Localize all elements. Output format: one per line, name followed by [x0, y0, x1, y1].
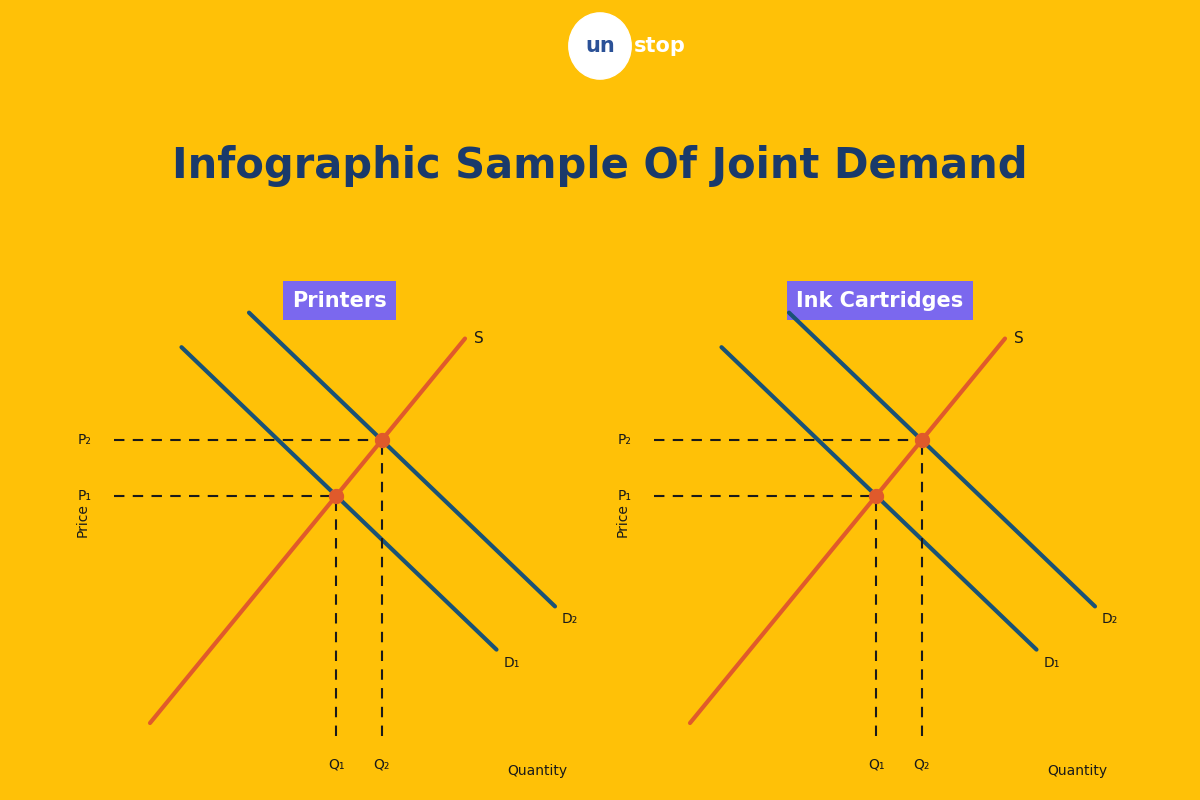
Text: D₂: D₂: [1102, 612, 1118, 626]
Text: Q₂: Q₂: [373, 758, 390, 771]
Text: D₁: D₁: [503, 655, 520, 670]
Text: Infographic Sample Of Joint Demand: Infographic Sample Of Joint Demand: [172, 146, 1028, 187]
Text: S: S: [1014, 331, 1024, 346]
Text: P₂: P₂: [618, 433, 631, 447]
Text: P₂: P₂: [78, 433, 91, 447]
Text: P₁: P₁: [78, 489, 91, 502]
Text: Q₂: Q₂: [913, 758, 930, 771]
Text: Printers: Printers: [293, 291, 386, 311]
Text: D₂: D₂: [562, 612, 578, 626]
Text: Quantity: Quantity: [1046, 764, 1108, 778]
Text: Quantity: Quantity: [506, 764, 568, 778]
Text: Price: Price: [616, 503, 630, 537]
Ellipse shape: [569, 13, 631, 79]
Text: stop: stop: [634, 36, 686, 56]
Text: D₁: D₁: [1043, 655, 1060, 670]
Text: Q₁: Q₁: [868, 758, 884, 771]
Text: Price: Price: [76, 503, 90, 537]
Text: un: un: [586, 36, 614, 56]
Text: P₁: P₁: [618, 489, 631, 502]
Text: Q₁: Q₁: [328, 758, 344, 771]
Text: Ink Cartridges: Ink Cartridges: [796, 291, 964, 311]
Text: S: S: [474, 331, 484, 346]
